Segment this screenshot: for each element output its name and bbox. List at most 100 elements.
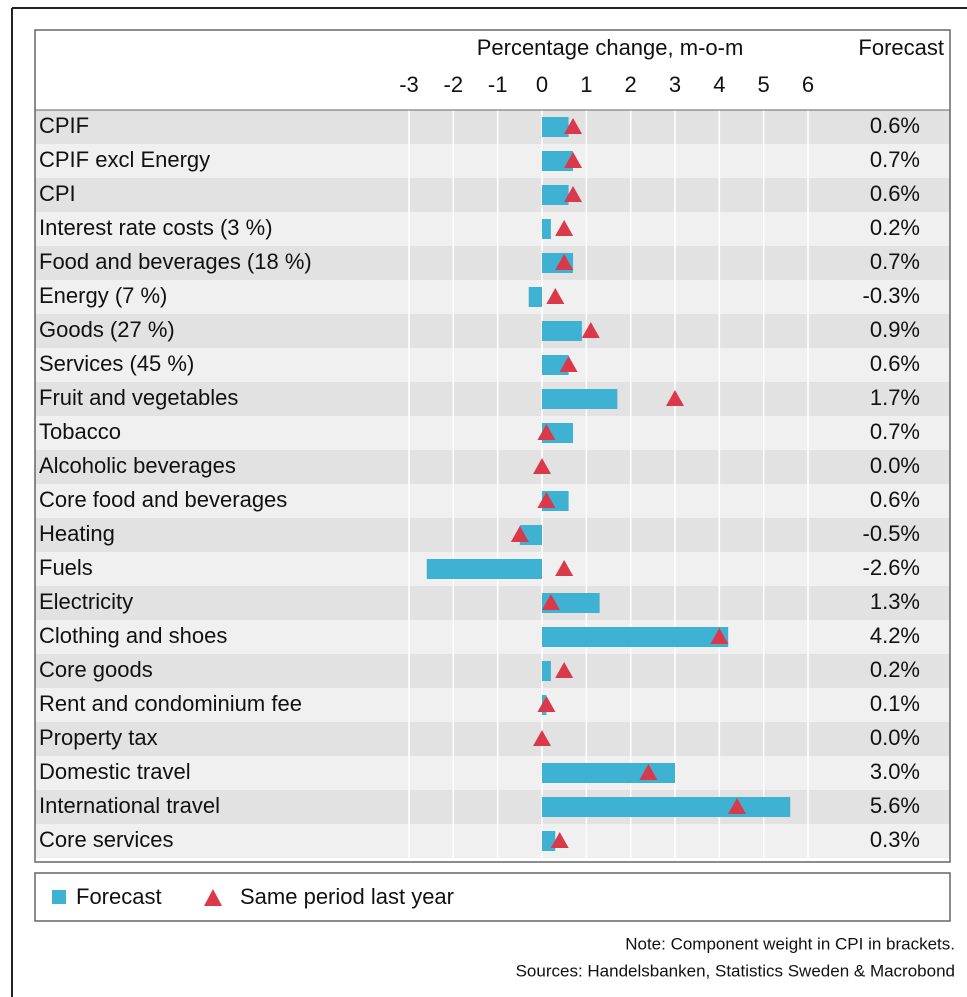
y-tick-label: Tobacco	[39, 419, 121, 444]
triangle-marker	[510, 526, 529, 542]
triangle-marker	[555, 662, 574, 678]
triangle-marker	[564, 152, 583, 168]
legend-swatch	[204, 889, 222, 906]
bar	[426, 559, 542, 579]
row-band	[35, 688, 950, 722]
triangle-marker	[710, 628, 729, 644]
value-label: 0.2%	[870, 215, 920, 240]
y-tick-label: Food and beverages (18 %)	[39, 249, 312, 274]
value-label: 1.3%	[870, 589, 920, 614]
value-label: 0.0%	[870, 453, 920, 478]
bar	[542, 661, 551, 681]
triangle-marker	[555, 560, 574, 576]
y-tick-label: CPIF excl Energy	[39, 147, 210, 172]
bar	[542, 185, 569, 205]
x-tick-label: 6	[802, 72, 814, 97]
bar	[542, 627, 729, 647]
y-tick-label: CPI	[39, 181, 76, 206]
triangle-marker	[546, 288, 565, 304]
bar	[542, 389, 618, 409]
triangle-marker	[541, 594, 560, 610]
triangle-marker	[537, 696, 556, 712]
row-band	[35, 382, 950, 416]
value-label: 5.6%	[870, 793, 920, 818]
y-tick-label: Domestic travel	[39, 759, 191, 784]
y-tick-label: CPIF	[39, 113, 89, 138]
triangle-marker	[537, 492, 556, 508]
value-label: -0.5%	[863, 521, 920, 546]
value-label: 1.7%	[870, 385, 920, 410]
value-label: 0.1%	[870, 691, 920, 716]
value-label: -2.6%	[863, 555, 920, 580]
value-label: 0.6%	[870, 487, 920, 512]
y-tick-label: Goods (27 %)	[39, 317, 175, 342]
triangle-marker	[564, 186, 583, 202]
y-tick-label: Energy (7 %)	[39, 283, 167, 308]
value-label: 0.2%	[870, 657, 920, 682]
x-axis-label: Percentage change, m-o-m	[477, 35, 744, 60]
x-tick-label: -2	[444, 72, 464, 97]
row-band	[35, 620, 950, 654]
source: Sources: Handelsbanken, Statistics Swede…	[516, 961, 955, 980]
x-tick-label: 0	[536, 72, 548, 97]
triangle-marker	[555, 254, 574, 270]
bar	[542, 117, 569, 137]
value-label: 0.6%	[870, 113, 920, 138]
y-tick-label: Fuels	[39, 555, 93, 580]
x-tick-label: 2	[625, 72, 637, 97]
x-tick-label: 3	[669, 72, 681, 97]
triangle-marker	[639, 764, 658, 780]
value-label: 3.0%	[870, 759, 920, 784]
row-band	[35, 280, 950, 314]
row-band	[35, 348, 950, 382]
value-label: 0.3%	[870, 827, 920, 852]
x-tick-label: 1	[580, 72, 592, 97]
y-tick-label: Core goods	[39, 657, 153, 682]
y-tick-label: Core services	[39, 827, 173, 852]
value-label: 0.0%	[870, 725, 920, 750]
y-tick-label: Fruit and vegetables	[39, 385, 238, 410]
bar	[528, 287, 542, 307]
x-tick-label: -1	[488, 72, 508, 97]
triangle-marker	[550, 832, 569, 848]
row-band	[35, 756, 950, 790]
triangle-marker	[666, 390, 684, 406]
row-band	[35, 722, 950, 756]
bar	[542, 219, 551, 239]
table-border	[34, 29, 951, 863]
row-band	[35, 212, 950, 246]
legend-label: Same period last year	[240, 884, 454, 909]
row-band	[35, 654, 950, 688]
row-band	[35, 824, 950, 858]
value-label: 0.9%	[870, 317, 920, 342]
x-tick-label: 5	[758, 72, 770, 97]
x-tick-label: 4	[713, 72, 725, 97]
bar	[542, 797, 791, 817]
triangle-marker	[555, 220, 574, 236]
legend-box	[34, 872, 951, 922]
triangle-marker	[533, 730, 551, 746]
row-band	[35, 144, 950, 178]
y-tick-label: Services (45 %)	[39, 351, 194, 376]
value-label: 4.2%	[870, 623, 920, 648]
legend-label: Forecast	[76, 884, 162, 909]
y-tick-label: Property tax	[39, 725, 158, 750]
row-band	[35, 790, 950, 824]
row-band	[35, 416, 950, 450]
triangle-marker	[581, 322, 600, 338]
value-label: 0.7%	[870, 147, 920, 172]
y-tick-label: Alcoholic beverages	[39, 453, 236, 478]
y-tick-label: Rent and condominium fee	[39, 691, 302, 716]
note: Note: Component weight in CPI in bracket…	[625, 934, 955, 953]
bar	[542, 321, 582, 341]
row-band	[35, 246, 950, 280]
triangle-marker	[533, 458, 551, 474]
value-label: 0.7%	[870, 419, 920, 444]
legend-swatch	[52, 890, 66, 904]
y-tick-label: Heating	[39, 521, 115, 546]
y-tick-label: International travel	[39, 793, 220, 818]
triangle-marker	[537, 424, 556, 440]
row-band	[35, 178, 950, 212]
x-tick-label: -3	[399, 72, 419, 97]
triangle-marker	[559, 356, 578, 372]
